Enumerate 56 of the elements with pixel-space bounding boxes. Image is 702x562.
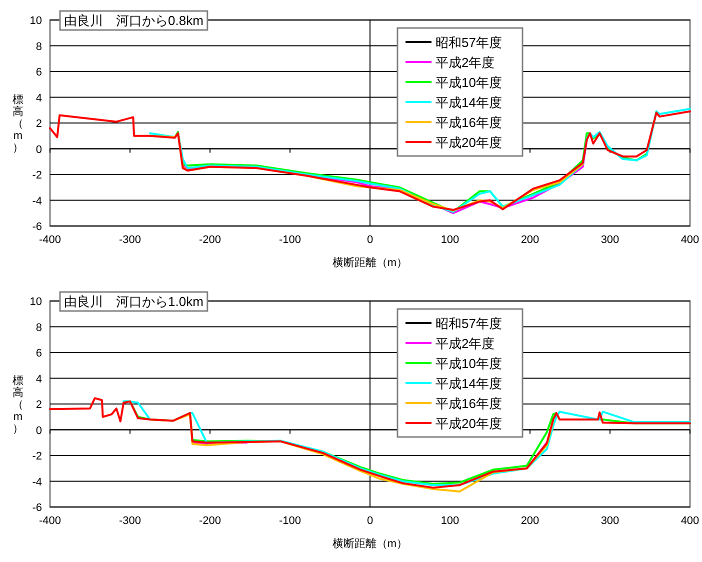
- ytick: 4: [36, 373, 42, 386]
- legend-label: 平成2年度: [436, 55, 495, 70]
- ytick: 8: [36, 40, 42, 53]
- ytick: -6: [32, 502, 42, 514]
- ytick: 10: [30, 296, 42, 308]
- ytick: -4: [32, 476, 42, 488]
- ytick: 0: [36, 144, 42, 156]
- title: 由良川 河口から1.0km: [59, 291, 208, 312]
- xtick: 100: [440, 234, 460, 246]
- legend-label: 平成2年度: [436, 336, 495, 351]
- legend-label: 平成10年度: [436, 356, 502, 371]
- legend-label: 平成20年度: [436, 416, 502, 431]
- chart-title: 由良川 河口から0.8km: [64, 13, 204, 28]
- legend-label: 平成14年度: [436, 95, 502, 110]
- xtick: 400: [680, 234, 700, 246]
- xtick: -400: [38, 515, 62, 527]
- xtick: -300: [118, 234, 142, 246]
- ytick: 2: [36, 399, 42, 411]
- xtick: 100: [440, 515, 460, 527]
- xtick: -100: [278, 515, 302, 527]
- ytick: 2: [36, 118, 42, 130]
- ytick: -2: [32, 450, 42, 462]
- ytick: 8: [36, 322, 42, 334]
- legend-label: 平成14年度: [436, 376, 502, 391]
- ytick: 0: [36, 424, 42, 437]
- title: 由良川 河口から0.8km: [59, 10, 208, 31]
- legend-label: 平成20年度: [436, 135, 502, 150]
- ytick: 10: [30, 15, 42, 27]
- ylabel: 標高（m）: [12, 94, 24, 154]
- xtick: 200: [520, 234, 540, 246]
- xtick: 400: [680, 515, 700, 527]
- legend-label: 平成16年度: [436, 396, 502, 411]
- ytick: -2: [32, 170, 42, 182]
- xtick: 0: [366, 515, 374, 527]
- legend-label: 平成16年度: [436, 115, 502, 130]
- chart-title: 由良川 河口から1.0km: [64, 294, 204, 309]
- xtick: -100: [278, 234, 302, 246]
- ytick: 6: [36, 66, 42, 78]
- xlabel: 横断距離（m）: [332, 538, 408, 550]
- xtick: 200: [520, 515, 540, 527]
- ytick: -6: [32, 221, 42, 233]
- xtick: -300: [118, 515, 142, 527]
- ytick: -4: [32, 195, 42, 208]
- xtick: -200: [198, 515, 222, 527]
- legend-label: 平成10年度: [436, 75, 502, 90]
- xtick: -400: [38, 234, 62, 246]
- xtick: 300: [600, 234, 620, 246]
- xtick: 300: [600, 515, 620, 527]
- legend-label: 昭和57年度: [436, 35, 502, 50]
- xtick: -200: [198, 234, 222, 246]
- ytick: 6: [36, 348, 42, 360]
- xlabel: 横断距離（m）: [332, 257, 408, 269]
- ytick: 4: [36, 92, 42, 104]
- xtick: 0: [366, 234, 374, 246]
- ylabel: 標高（m）: [12, 375, 24, 435]
- legend-label: 昭和57年度: [436, 316, 502, 331]
